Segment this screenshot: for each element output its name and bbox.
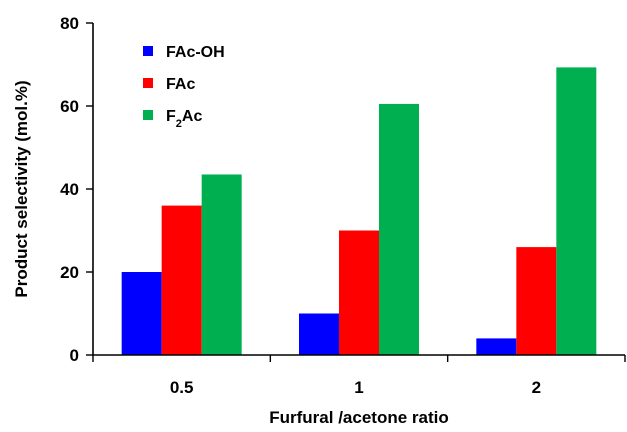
y-tick-label-3: 60 [60, 97, 79, 116]
x-tick-label-0: 0.5 [170, 378, 194, 397]
legend-swatch-0 [143, 46, 153, 56]
x-tick-label-1: 1 [354, 378, 363, 397]
y-axis-title: Product selectivity (mol.%) [12, 80, 31, 297]
y-tick-label-2: 40 [60, 180, 79, 199]
legend: FAc-OH FAc F2Ac [143, 44, 225, 130]
legend-swatch-2 [143, 110, 153, 120]
bar-f2ac-0 [201, 174, 242, 355]
y-tick-label-0: 0 [70, 346, 79, 365]
x-axis-title: Furfural /acetone ratio [269, 408, 448, 427]
y-ticks-group: 0 20 40 60 80 [60, 14, 93, 365]
bars-group [121, 67, 597, 355]
y-tick-label-4: 80 [60, 14, 79, 33]
bar-f2ac-2 [556, 67, 597, 355]
bar-fac-2 [516, 247, 557, 355]
bar-fac-oh-0 [121, 272, 162, 355]
bar-fac-oh-2 [476, 338, 517, 355]
x-tick-label-2: 2 [532, 378, 541, 397]
legend-label-2: F2Ac [166, 108, 202, 130]
legend-label-0: FAc-OH [166, 44, 225, 61]
bar-fac-0 [161, 205, 202, 355]
bar-fac-1 [339, 230, 379, 355]
legend-swatch-1 [143, 78, 153, 88]
bar-f2ac-1 [379, 103, 419, 355]
bar-fac-oh-1 [299, 313, 339, 355]
y-tick-label-1: 20 [60, 263, 79, 282]
x-ticks-group: 0.5 1 2 [92, 355, 626, 397]
legend-label-1: FAc [166, 76, 195, 93]
